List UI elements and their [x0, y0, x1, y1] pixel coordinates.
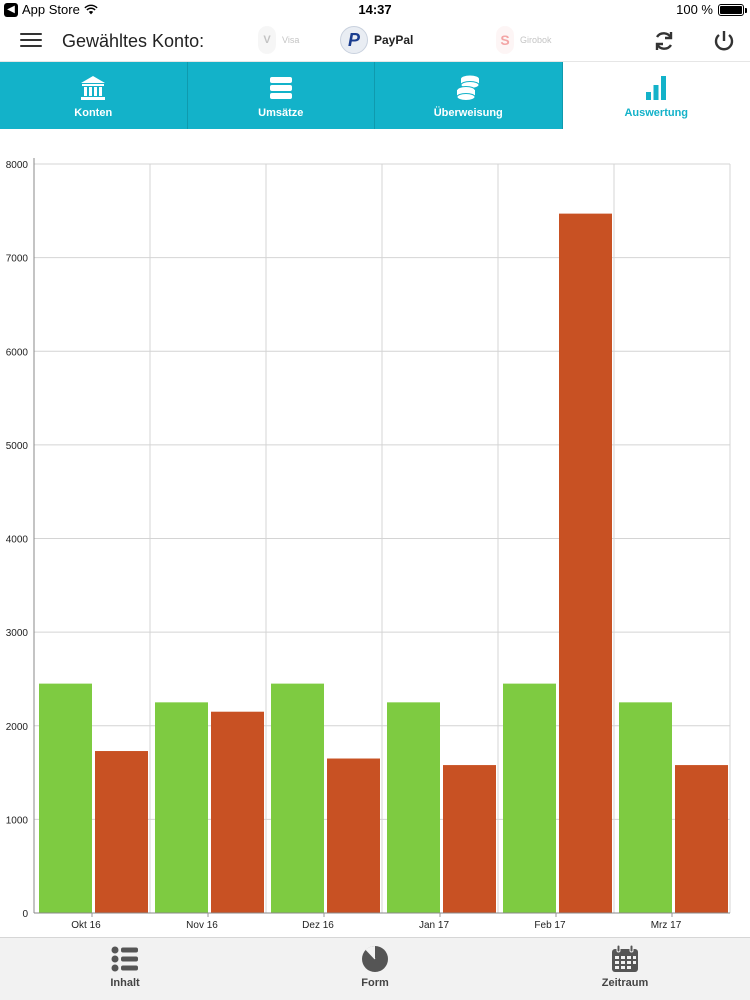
x-tick-label: Feb 17: [534, 920, 566, 931]
x-tick-label: Nov 16: [186, 920, 218, 931]
battery-icon: [718, 3, 747, 16]
tab-ueberweisung[interactable]: Überweisung: [375, 62, 563, 129]
chart-axes: [33, 158, 730, 914]
bar-series1-feb-17[interactable]: [503, 683, 556, 913]
header: Gewähltes Konto: V Visa P PayPal S Girob…: [0, 20, 750, 62]
account-paypal[interactable]: P PayPal: [340, 26, 413, 54]
paypal-logo-icon: P: [340, 26, 368, 54]
form-label: Form: [361, 977, 389, 989]
list-stack-icon: [269, 76, 292, 99]
bar-series2-mrz-17[interactable]: [675, 765, 728, 913]
account-label: Gewähltes Konto:: [62, 31, 205, 51]
bar-series2-nov-16[interactable]: [211, 711, 264, 913]
x-tick-label: Okt 16: [71, 920, 101, 931]
status-time: 14:37: [358, 2, 392, 17]
zeitraum-button[interactable]: Zeitraum: [595, 944, 655, 989]
chart-area: 0 1000 2000 3000 4000 5000 6000 7000 8000 Okt 16…: [0, 129, 750, 937]
x-tick-label: Jan 17: [419, 920, 449, 931]
inhalt-button[interactable]: Inhalt: [100, 944, 150, 989]
bar-series1-jan-17[interactable]: [387, 702, 440, 913]
account-visa-label: Visa: [282, 35, 300, 45]
tab-umsaetze-label: Umsätze: [258, 106, 304, 119]
main-tabs: Konten Umsätze Überweisung Auswertung: [0, 62, 750, 129]
bank-icon: [81, 75, 106, 100]
refresh-icon[interactable]: [652, 29, 676, 53]
bar-series1-dez-16[interactable]: [271, 683, 324, 913]
x-tick-label: Dez 16: [302, 920, 334, 931]
y-tick-labels: 0 1000 2000 3000 4000 5000 6000 7000 8000: [6, 160, 29, 920]
power-icon[interactable]: [712, 29, 736, 53]
menu-icon[interactable]: [20, 30, 44, 50]
x-tick-label: Mrz 17: [651, 920, 682, 931]
battery-percent: 100 %: [676, 2, 713, 17]
bar-series2-jan-17[interactable]: [443, 765, 496, 913]
tab-ueberweisung-label: Überweisung: [433, 106, 503, 119]
carrier-label[interactable]: App Store: [22, 2, 80, 17]
inhalt-label: Inhalt: [110, 977, 140, 989]
bar-series2-okt-16[interactable]: [95, 751, 148, 913]
zeitraum-label: Zeitraum: [601, 977, 649, 989]
y-tick-label: 4000: [6, 535, 29, 546]
account-paypal-label: PayPal: [374, 33, 414, 47]
x-tick-labels: Okt 16 Nov 16 Dez 16 Jan 17 Feb 17 Mrz 17: [71, 913, 682, 931]
tab-auswertung[interactable]: Auswertung: [562, 62, 750, 129]
status-right: 100 %: [676, 2, 747, 17]
y-tick-label: 2000: [6, 722, 29, 733]
bottom-toolbar: Inhalt Form Zeitraum: [0, 937, 750, 1000]
list-icon: [111, 946, 138, 972]
y-tick-label: 3000: [6, 628, 29, 639]
tab-konten-label: Konten: [74, 106, 113, 119]
visa-logo-icon: V: [258, 26, 276, 54]
account-girobok-label: Girobok: [520, 35, 552, 45]
y-tick-label: 5000: [6, 441, 29, 452]
coins-icon: [456, 75, 480, 101]
tab-auswertung-label: Auswertung: [624, 106, 689, 119]
y-tick-label: 8000: [6, 160, 29, 171]
tab-konten[interactable]: Konten: [0, 62, 188, 129]
bar-series1-nov-16[interactable]: [155, 702, 208, 913]
pie-chart-icon: [362, 945, 388, 972]
bar-series1-mrz-17[interactable]: [619, 702, 672, 913]
y-tick-label: 7000: [6, 254, 29, 265]
status-left: ◀ App Store: [4, 2, 98, 17]
status-bar: ◀ App Store 14:37 100 %: [0, 0, 750, 20]
y-tick-label: 0: [22, 909, 28, 920]
battery-fill: [720, 5, 742, 14]
chart-bars: [39, 213, 728, 914]
account-visa[interactable]: V Visa: [258, 26, 299, 54]
form-button[interactable]: Form: [350, 944, 400, 989]
y-tick-label: 1000: [6, 815, 29, 826]
back-to-app-icon[interactable]: ◀: [4, 2, 18, 17]
bar-chart: 0 1000 2000 3000 4000 5000 6000 7000 8000 Okt 16…: [6, 158, 731, 931]
bar-chart-icon: [646, 75, 667, 100]
wifi-icon: [84, 4, 98, 14]
tab-umsaetze[interactable]: Umsätze: [188, 62, 375, 129]
bar-series2-feb-17[interactable]: [559, 213, 612, 914]
bar-series1-okt-16[interactable]: [39, 683, 92, 913]
sparkasse-logo-icon: S: [496, 26, 514, 54]
y-tick-label: 6000: [6, 347, 29, 358]
account-girobok[interactable]: S Girobok: [496, 26, 552, 54]
calendar-icon: [612, 944, 638, 972]
bar-series2-dez-16[interactable]: [327, 758, 380, 913]
